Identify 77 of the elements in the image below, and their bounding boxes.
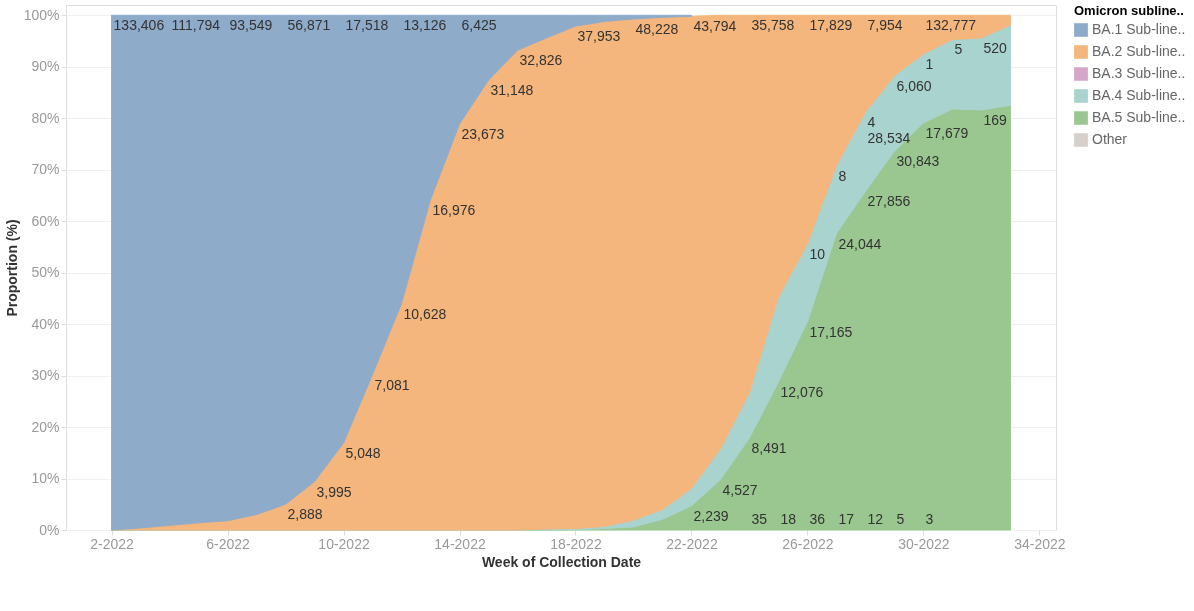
annotation: 5,048	[345, 445, 381, 462]
annotation: 36	[809, 511, 826, 527]
annotation: 169	[983, 112, 1008, 128]
annotation: 37,953	[577, 28, 621, 45]
x-tick-label: 14-2022	[434, 535, 486, 552]
legend-label: Other	[1092, 131, 1128, 147]
annotation: 12,076	[780, 383, 824, 400]
annotation: 520	[983, 39, 1008, 56]
annotation: 17,518	[345, 17, 389, 34]
y-tick-label: 0%	[39, 521, 60, 538]
annotation: 35	[751, 511, 768, 527]
annotation: 35,758	[751, 17, 795, 34]
annotation: 12	[867, 511, 884, 527]
annotation: 18	[780, 511, 797, 527]
annotation: 3,995	[316, 483, 352, 500]
y-tick-label: 50%	[31, 264, 60, 281]
y-axis-title: Proportion (%)	[3, 219, 20, 317]
annotation: 17,165	[809, 323, 853, 340]
annotation: 7,081	[374, 376, 410, 393]
legend-label: BA.1 Sub-line..	[1092, 21, 1186, 37]
x-tick-label: 26-2022	[782, 535, 834, 552]
y-tick-label: 80%	[31, 109, 60, 126]
annotation: 8	[838, 167, 847, 184]
annotation: 17,829	[809, 17, 853, 34]
annotation: 1	[925, 55, 934, 72]
y-tick-label: 100%	[23, 6, 60, 23]
annotation: 16,976	[432, 201, 476, 218]
annotation: 5	[954, 41, 963, 58]
annotation: 17	[838, 511, 855, 527]
annotation: 17,679	[925, 124, 969, 141]
x-tick-label: 22-2022	[666, 535, 718, 552]
y-tick-label: 20%	[31, 418, 60, 435]
annotation: 24,044	[838, 235, 882, 252]
x-tick-label: 6-2022	[206, 535, 251, 552]
annotation: 93,549	[229, 17, 273, 34]
annotation: 8,491	[751, 439, 787, 456]
annotation: 7,954	[867, 17, 903, 34]
annotation: 2,239	[693, 507, 729, 524]
x-tick-label: 34-2022	[1014, 535, 1066, 552]
annotation: 4	[867, 114, 876, 131]
annotation: 132,777	[925, 17, 977, 34]
annotation: 43,794	[693, 18, 737, 35]
annotation: 4,527	[722, 481, 758, 498]
annotation: 133,406	[113, 17, 165, 34]
annotation: 31,148	[490, 82, 534, 99]
legend-label: BA.3 Sub-line..	[1092, 65, 1186, 81]
annotation: 23,673	[461, 125, 505, 142]
annotation: 28,534	[867, 130, 911, 147]
x-tick-label: 30-2022	[898, 535, 950, 552]
y-tick-label: 70%	[31, 161, 60, 178]
annotation: 6,425	[461, 17, 497, 34]
y-tick-label: 30%	[31, 367, 60, 384]
annotation: 2,888	[287, 506, 323, 523]
y-tick-label: 90%	[31, 58, 60, 75]
annotation: 10	[809, 245, 826, 262]
annotation: 27,856	[867, 193, 911, 210]
annotation: 10,628	[403, 305, 447, 322]
annotation: 13,126	[403, 17, 447, 34]
y-tick-label: 40%	[31, 315, 60, 332]
x-tick-label: 18-2022	[550, 535, 602, 552]
y-tick-label: 10%	[31, 470, 60, 487]
annotation: 48,228	[635, 20, 679, 37]
annotation: 111,794	[171, 17, 221, 34]
annotation: 6,060	[896, 77, 932, 94]
annotation: 5	[896, 511, 905, 527]
legend-label: BA.2 Sub-line..	[1092, 43, 1186, 59]
annotation: 3	[925, 511, 934, 527]
legend-label: BA.5 Sub-line..	[1092, 109, 1186, 125]
annotation: 32,826	[519, 52, 563, 69]
x-tick-label: 10-2022	[318, 535, 370, 552]
legend-label: BA.4 Sub-line..	[1092, 87, 1186, 103]
x-axis-title: Week of Collection Date	[481, 553, 642, 570]
annotation: 30,843	[896, 153, 940, 170]
x-tick-label: 2-2022	[90, 535, 135, 552]
annotation: 56,871	[287, 17, 331, 34]
y-tick-label: 60%	[31, 212, 60, 229]
legend-title: Omicron subline..	[1074, 3, 1184, 18]
